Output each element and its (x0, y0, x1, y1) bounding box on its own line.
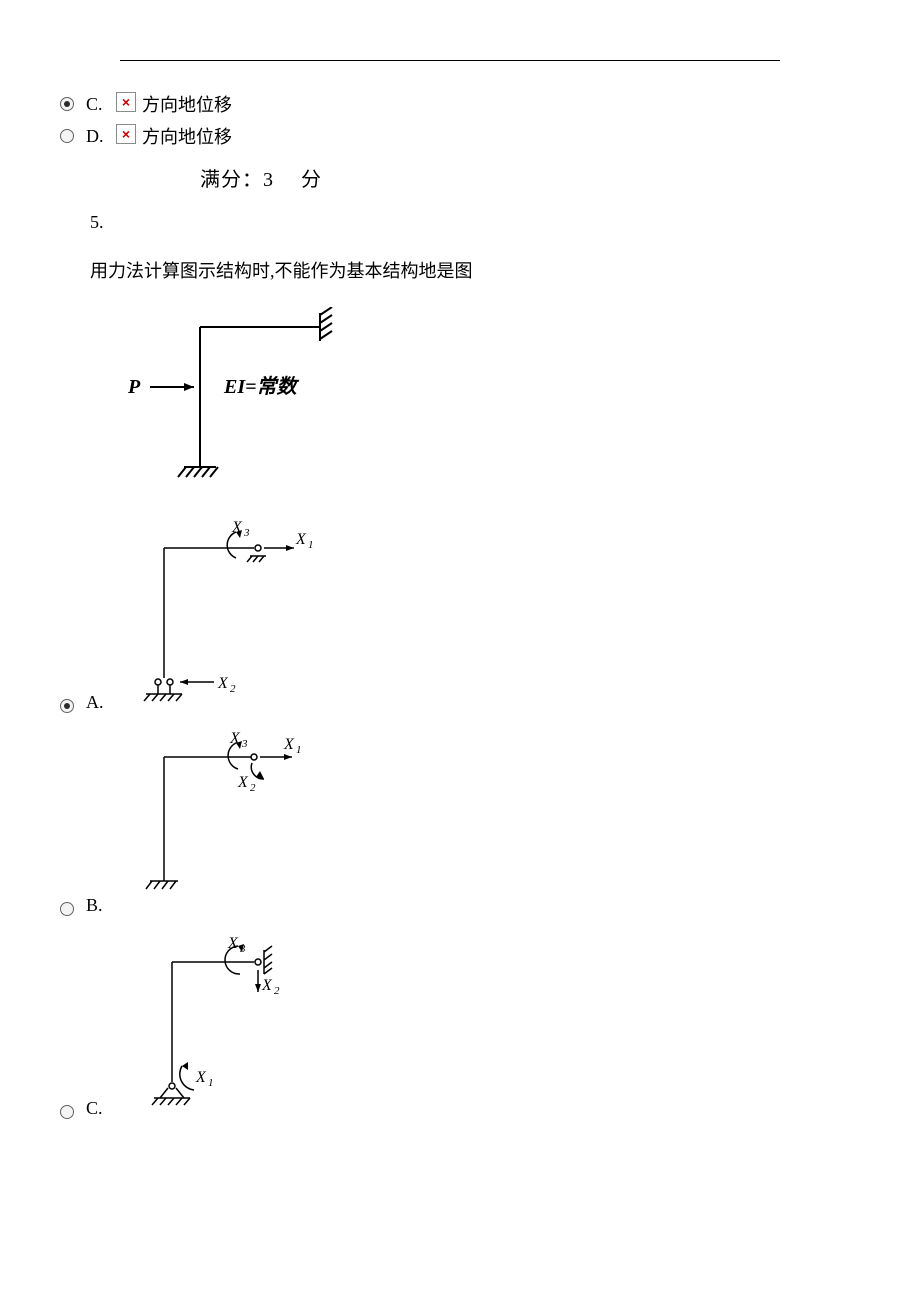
option-c[interactable]: C. (60, 934, 860, 1119)
radio-icon[interactable] (60, 1105, 74, 1119)
option-c-top[interactable]: C. 方向地位移 (60, 91, 860, 117)
option-letter: D. (86, 126, 114, 147)
page: C. 方向地位移 D. 方向地位移 满分：3 分 5. 用力法计算图示结构时,不… (0, 0, 920, 1177)
option-b[interactable]: B. (60, 731, 860, 916)
question-number: 5. (90, 212, 860, 233)
svg-text:1: 1 (296, 744, 302, 756)
radio-icon[interactable] (60, 97, 74, 111)
broken-image-icon (116, 92, 136, 112)
option-c-figure: X3 X2 X1 (124, 934, 324, 1119)
option-letter: A. (86, 692, 114, 713)
option-b-figure: X3 X1 X2 (124, 731, 324, 916)
option-d-top[interactable]: D. 方向地位移 (60, 123, 860, 149)
svg-text:3: 3 (243, 527, 250, 539)
svg-text:X: X (283, 736, 295, 753)
broken-image-icon (116, 124, 136, 144)
ei-label: EI=常数 (223, 375, 300, 398)
radio-icon[interactable] (60, 902, 74, 916)
svg-text:2: 2 (230, 683, 236, 695)
svg-text:X: X (231, 519, 243, 536)
svg-text:X: X (195, 1069, 207, 1086)
svg-text:X: X (217, 675, 229, 692)
svg-text:X: X (261, 977, 273, 994)
option-a[interactable]: A. (60, 518, 860, 713)
top-rule (120, 60, 780, 61)
score-line: 满分：3 分 (200, 163, 860, 192)
p-label: P (127, 376, 141, 398)
svg-text:X: X (227, 935, 239, 952)
svg-text:1: 1 (208, 1077, 214, 1089)
svg-text:X: X (237, 774, 249, 791)
radio-icon[interactable] (60, 699, 74, 713)
option-letter: B. (86, 895, 114, 916)
svg-text:2: 2 (250, 782, 256, 794)
option-text: 方向地位移 (142, 123, 232, 149)
svg-text:X: X (295, 531, 307, 548)
question-text: 用力法计算图示结构时,不能作为基本结构地是图 (90, 257, 860, 283)
option-letter: C. (86, 94, 114, 115)
main-figure: P EI=常数 (120, 307, 860, 502)
svg-text:3: 3 (239, 943, 246, 955)
option-text: 方向地位移 (142, 91, 232, 117)
svg-text:1: 1 (308, 539, 314, 551)
option-a-figure: X3 X1 X2 (124, 518, 324, 713)
radio-icon[interactable] (60, 129, 74, 143)
svg-text:X: X (229, 731, 241, 747)
svg-text:2: 2 (274, 985, 280, 997)
option-letter: C. (86, 1098, 114, 1119)
svg-text:3: 3 (241, 738, 248, 750)
